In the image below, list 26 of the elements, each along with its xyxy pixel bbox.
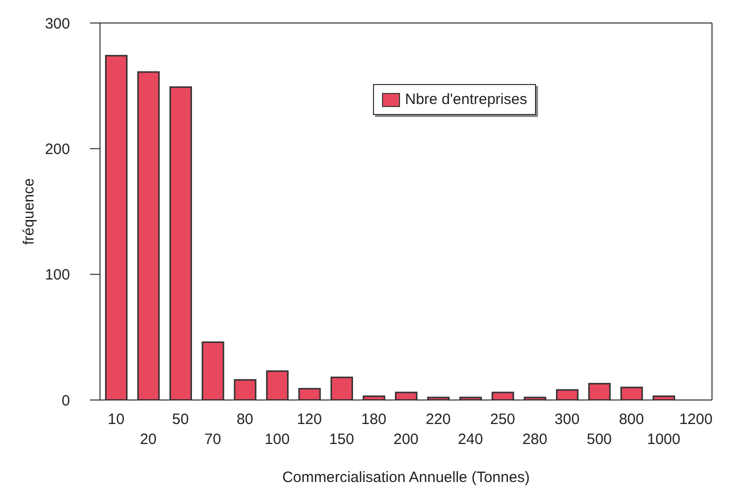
x-tick-label: 220 [426, 411, 451, 428]
x-axis-title: Commercialisation Annuelle (Tonnes) [282, 469, 530, 486]
x-tick-label: 20 [140, 431, 157, 448]
x-tick-label: 120 [296, 411, 322, 428]
x-tick-label: 180 [361, 411, 386, 428]
x-tick-label: 80 [236, 411, 254, 428]
y-tick-label: 0 [62, 392, 70, 410]
x-tick-label: 1000 [646, 431, 680, 448]
x-tick-label: 300 [554, 411, 580, 428]
x-tick-label: 50 [172, 411, 189, 428]
x-tick-label: 70 [204, 431, 222, 448]
x-tick-label: 250 [490, 411, 516, 428]
y-tick-label: 200 [44, 140, 70, 158]
x-tick-label: 200 [393, 431, 419, 448]
x-tick-label: 100 [264, 431, 290, 448]
y-tick-label: 300 [44, 15, 70, 32]
x-tick-label: 1200 [679, 411, 713, 428]
x-tick-label: 240 [458, 431, 483, 448]
x-tick-label: 500 [586, 431, 612, 448]
x-tick-label: 10 [108, 411, 124, 428]
x-tick-label: 150 [329, 431, 354, 448]
legend-label: Nbre d'entreprises [404, 91, 528, 108]
y-axis-title: fréquence [20, 178, 38, 245]
x-tick-label: 280 [522, 431, 548, 448]
y-tick-label: 100 [44, 266, 70, 284]
x-tick-label: 800 [618, 411, 644, 428]
